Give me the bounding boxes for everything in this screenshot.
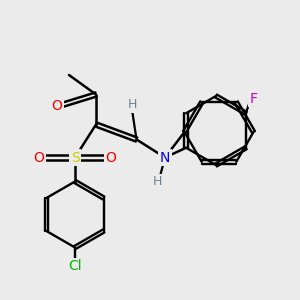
Text: O: O	[34, 151, 44, 164]
Text: O: O	[106, 151, 116, 164]
Text: S: S	[70, 151, 80, 164]
Text: F: F	[249, 92, 257, 106]
Text: Cl: Cl	[68, 259, 82, 273]
Text: H: H	[153, 175, 162, 188]
Text: O: O	[52, 100, 62, 113]
Text: H: H	[127, 98, 137, 112]
Text: N: N	[160, 151, 170, 164]
